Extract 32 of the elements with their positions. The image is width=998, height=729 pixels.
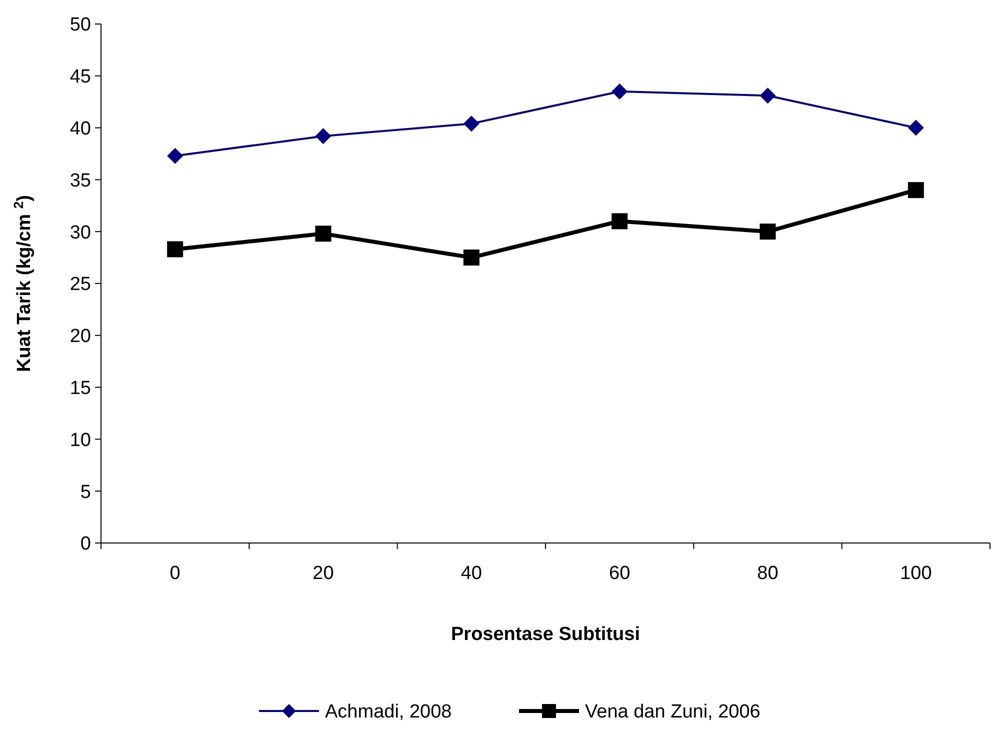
y-tick-label: 40 xyxy=(70,118,91,140)
point xyxy=(167,148,184,164)
point xyxy=(315,128,332,144)
y-tick-label: 30 xyxy=(70,222,91,244)
point xyxy=(760,224,776,240)
y-tick-label: 5 xyxy=(80,482,91,503)
point xyxy=(760,88,776,104)
y-tick-label: 50 xyxy=(70,14,91,36)
point xyxy=(612,213,628,230)
x-tick-label: 60 xyxy=(609,563,630,584)
x-tick-label: 20 xyxy=(312,563,334,584)
point xyxy=(908,182,924,198)
y-tick-label: 25 xyxy=(70,274,91,296)
y-tick-label: 35 xyxy=(70,170,91,192)
y-tick-label: 10 xyxy=(70,430,91,451)
legend-label: Achmadi, 2008 xyxy=(325,702,452,723)
y-tick-label: 20 xyxy=(70,326,91,348)
point xyxy=(463,250,480,266)
x-tick-label: 40 xyxy=(460,563,482,584)
x-tick-label: 80 xyxy=(757,563,778,584)
point xyxy=(612,83,628,100)
legend-label: Vena dan Zuni, 2006 xyxy=(585,702,760,723)
x-axis-title: Prosentase Subtitusi xyxy=(451,624,640,645)
y-tick-label: 0 xyxy=(80,534,91,555)
x-tick-label: 0 xyxy=(170,563,180,584)
point xyxy=(315,226,332,242)
point xyxy=(463,116,480,132)
point xyxy=(908,120,924,136)
y-tick-label: 45 xyxy=(70,66,91,88)
x-tick-label: 100 xyxy=(900,563,932,584)
point xyxy=(167,241,184,258)
y-tick-label: 15 xyxy=(70,378,91,399)
